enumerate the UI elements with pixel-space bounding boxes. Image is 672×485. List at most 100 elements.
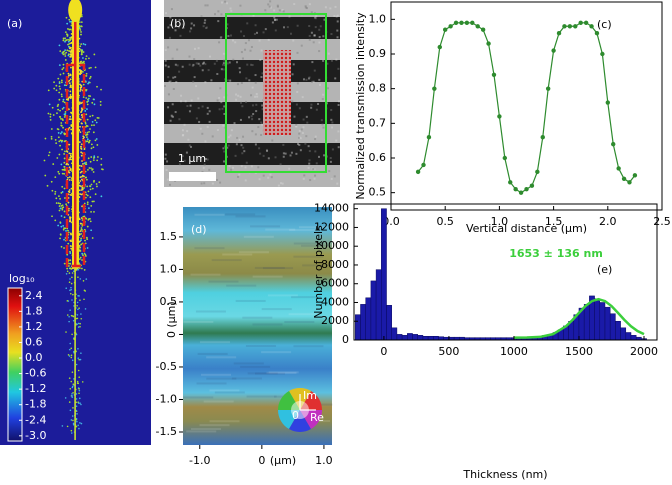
noise xyxy=(305,7,308,10)
speckle xyxy=(89,220,92,223)
noise xyxy=(172,88,175,91)
noise xyxy=(223,96,226,99)
noise xyxy=(304,142,307,145)
speckle xyxy=(68,28,71,31)
speckle xyxy=(77,402,80,404)
speckle xyxy=(68,315,70,318)
speckle xyxy=(92,200,95,203)
x-tick-label: 0.5 xyxy=(436,215,454,228)
speckle xyxy=(80,317,83,320)
noise xyxy=(179,34,182,37)
speckle xyxy=(51,106,54,109)
noise xyxy=(308,162,311,165)
speckle xyxy=(54,176,57,179)
speckle xyxy=(84,196,87,199)
speckle xyxy=(80,239,82,242)
speckle xyxy=(76,380,79,383)
profile-point xyxy=(464,20,470,25)
noise xyxy=(185,151,188,154)
noise xyxy=(241,152,244,155)
noise xyxy=(336,182,339,185)
speckle xyxy=(78,189,81,192)
speckle xyxy=(79,322,81,325)
profile-point xyxy=(524,187,529,192)
histogram-bar xyxy=(427,335,434,341)
noise xyxy=(336,20,339,23)
noise xyxy=(245,100,248,103)
wheel-label: 0 xyxy=(292,409,299,422)
speckle xyxy=(55,89,58,92)
speckle xyxy=(70,380,73,383)
speckle xyxy=(82,96,85,99)
speckle xyxy=(66,49,69,52)
speckle xyxy=(57,103,60,106)
speckle xyxy=(63,157,66,160)
noise xyxy=(319,25,322,28)
noise xyxy=(327,52,330,55)
speckle xyxy=(61,185,64,188)
speckle xyxy=(63,238,65,241)
noise xyxy=(200,14,203,17)
speckle xyxy=(81,71,84,73)
speckle xyxy=(85,58,87,60)
speckle xyxy=(63,247,65,249)
noise xyxy=(271,139,274,142)
noise xyxy=(267,38,270,41)
speckle xyxy=(89,185,91,187)
noise xyxy=(197,97,200,100)
speckle xyxy=(58,116,61,118)
noise xyxy=(258,147,261,150)
noise xyxy=(330,33,333,36)
profile-point xyxy=(535,169,540,175)
speckle xyxy=(58,209,61,212)
noise xyxy=(203,163,206,166)
noise xyxy=(175,81,178,84)
noise xyxy=(303,174,306,177)
speckle xyxy=(83,252,86,255)
noise xyxy=(281,134,284,137)
speckle xyxy=(67,38,69,41)
histogram-bar xyxy=(583,304,590,341)
noise xyxy=(337,130,340,133)
speckle xyxy=(57,224,60,227)
speckle xyxy=(79,61,82,63)
speckle xyxy=(64,111,67,113)
noise xyxy=(318,155,321,158)
noise xyxy=(190,27,193,30)
noise xyxy=(267,176,270,179)
speckle xyxy=(80,145,82,148)
speckle xyxy=(86,118,89,121)
speckle xyxy=(91,101,94,104)
noise xyxy=(259,58,262,61)
noise xyxy=(227,79,230,82)
speckle xyxy=(79,118,82,121)
speckle xyxy=(63,227,65,230)
speckle xyxy=(72,293,74,296)
speckle xyxy=(54,139,57,141)
speckle xyxy=(88,130,90,133)
profile-point xyxy=(508,180,513,185)
noise xyxy=(314,138,317,141)
y-tick-label: 6000 xyxy=(321,277,349,290)
noise xyxy=(238,173,241,176)
speckle xyxy=(57,132,60,134)
noise xyxy=(297,136,300,139)
histogram-bar xyxy=(599,302,606,341)
histogram-bar xyxy=(396,334,403,341)
speckle xyxy=(64,397,67,399)
noise xyxy=(323,18,326,21)
texture xyxy=(261,351,292,354)
speckle xyxy=(79,256,82,259)
texture xyxy=(284,321,315,324)
noise xyxy=(208,168,211,171)
speckle xyxy=(88,95,90,97)
histogram-bar xyxy=(615,320,621,341)
noise xyxy=(197,107,200,110)
y-tick-label: 1.0 xyxy=(369,12,387,25)
speckle xyxy=(71,385,74,388)
speckle xyxy=(95,121,98,124)
speckle xyxy=(48,103,51,106)
noise xyxy=(273,16,276,19)
noise xyxy=(330,177,333,180)
